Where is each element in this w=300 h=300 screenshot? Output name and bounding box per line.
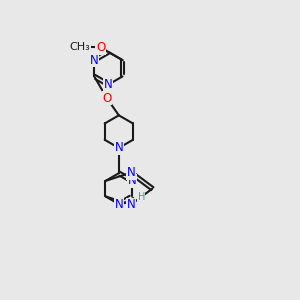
- Text: N: N: [115, 198, 123, 211]
- Text: CH₃: CH₃: [69, 43, 90, 52]
- Text: N: N: [90, 54, 99, 67]
- Text: N: N: [104, 78, 113, 91]
- Text: N: N: [115, 141, 123, 154]
- Text: N: N: [128, 174, 136, 188]
- Text: O: O: [102, 92, 112, 105]
- Text: O: O: [96, 41, 105, 54]
- Text: N: N: [127, 166, 135, 179]
- Text: H: H: [138, 192, 145, 202]
- Text: N: N: [127, 198, 135, 211]
